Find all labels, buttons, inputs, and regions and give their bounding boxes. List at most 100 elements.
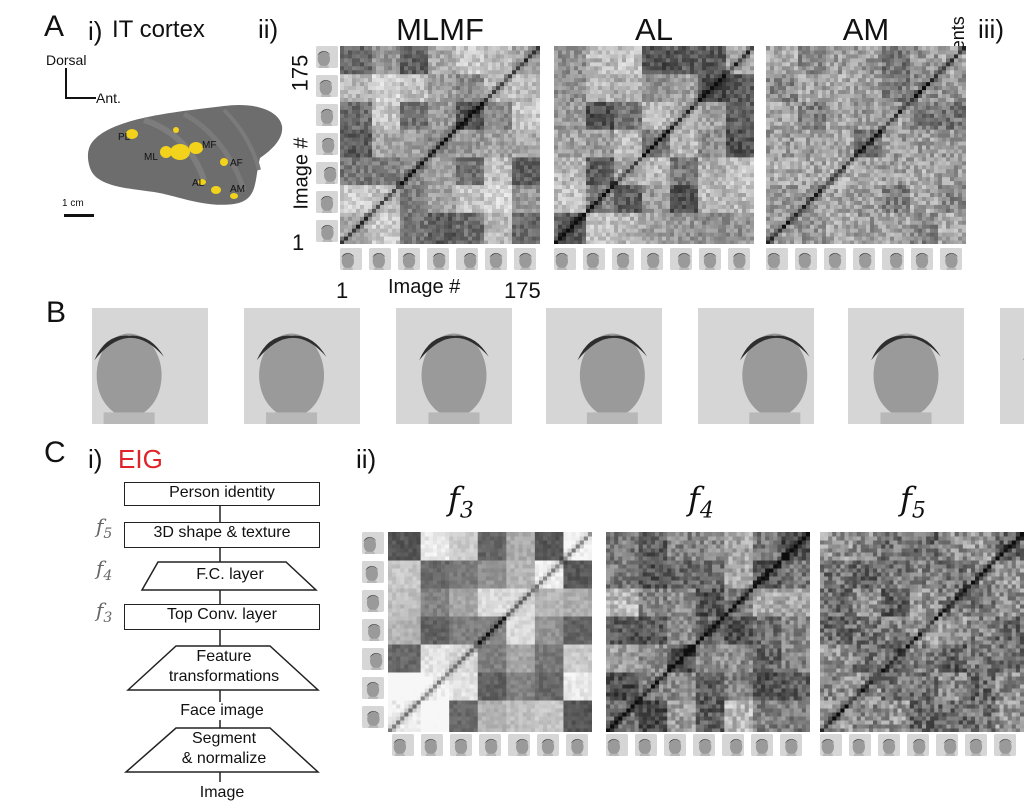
panel-a-letter: A bbox=[44, 10, 65, 43]
box-top-conv-layer: Top Conv. layer bbox=[124, 604, 320, 630]
face-thumbnail bbox=[392, 734, 414, 756]
patch-labels: PL ML MF AF AL AM bbox=[84, 100, 284, 210]
panel-a-iii-label: iii) bbox=[978, 14, 1004, 44]
x-thumb-strip-f4 bbox=[606, 734, 806, 758]
face-thumbnail bbox=[635, 734, 657, 756]
box-fc-layer: F.C. layer bbox=[196, 566, 264, 583]
matrix-f5 bbox=[820, 532, 1024, 732]
face-thumbnail bbox=[362, 648, 384, 670]
x-thumb-strip-am bbox=[766, 248, 966, 272]
face-view-image bbox=[848, 308, 964, 424]
side-label-f3: f3 bbox=[96, 598, 113, 626]
x-thumb-strip-mlmf bbox=[340, 248, 540, 272]
x-thumb-strip-al bbox=[554, 248, 754, 272]
face-thumbnail bbox=[316, 46, 338, 68]
face-thumbnail bbox=[508, 734, 530, 756]
matrix-f3 bbox=[388, 532, 592, 732]
matrix-f4 bbox=[606, 532, 810, 732]
eig-title: EIG bbox=[118, 444, 163, 474]
scale-bar-label: 1 cm bbox=[62, 198, 84, 209]
face-thumbnail bbox=[316, 191, 338, 213]
patch-label-am: AM bbox=[230, 184, 245, 195]
face-thumbnail bbox=[566, 734, 588, 756]
face-view-image bbox=[1000, 308, 1024, 424]
face-thumbnail bbox=[878, 734, 900, 756]
panel-c-i-label: i) bbox=[88, 444, 103, 474]
face-thumbnail bbox=[340, 248, 362, 270]
matrix-title-al: AL bbox=[635, 12, 673, 47]
box-feature-2: transformations bbox=[168, 668, 280, 685]
face-thumbnail bbox=[362, 561, 384, 583]
face-thumbnail bbox=[766, 248, 788, 270]
x-thumb-strip-f3 bbox=[392, 734, 592, 758]
face-thumbnail bbox=[795, 248, 817, 270]
patch-label-af: AF bbox=[230, 158, 243, 169]
face-thumbnail bbox=[316, 133, 338, 155]
matrix-title-f3: f3 bbox=[448, 480, 474, 524]
matrix-al bbox=[554, 46, 754, 244]
face-row bbox=[0, 308, 1024, 426]
face-thumbnail bbox=[612, 248, 634, 270]
box-feature-1: Feature bbox=[196, 648, 252, 665]
face-thumbnail bbox=[751, 734, 773, 756]
face-thumbnail bbox=[362, 590, 384, 612]
face-thumbnail bbox=[699, 248, 721, 270]
face-thumbnail bbox=[820, 734, 842, 756]
face-thumbnail bbox=[362, 532, 384, 554]
x-thumb-strip-f5 bbox=[820, 734, 1020, 758]
face-thumbnail bbox=[940, 248, 962, 270]
face-thumbnail bbox=[554, 248, 576, 270]
y-axis-bottom: 1 bbox=[292, 230, 305, 255]
face-thumbnail bbox=[965, 734, 987, 756]
matrix-title-f5: f5 bbox=[900, 480, 926, 524]
scale-bar bbox=[64, 214, 94, 217]
face-thumbnail bbox=[456, 248, 478, 270]
panel-a-ii-label: ii) bbox=[258, 14, 279, 44]
matrix-am bbox=[766, 46, 966, 244]
face-thumbnail bbox=[641, 248, 663, 270]
face-thumbnail bbox=[398, 248, 420, 270]
face-thumbnail bbox=[421, 734, 443, 756]
orientation-ant: Ant. bbox=[96, 90, 121, 106]
panel-a-i-label: i) bbox=[88, 16, 103, 46]
box-3d-shape-texture: 3D shape & texture bbox=[124, 522, 320, 548]
face-thumbnail bbox=[882, 248, 904, 270]
label-image: Image bbox=[199, 784, 245, 801]
x-axis-label: Image # bbox=[388, 276, 461, 298]
face-thumbnail bbox=[479, 734, 501, 756]
face-view-image bbox=[396, 308, 512, 424]
face-thumbnail bbox=[369, 248, 391, 270]
face-thumbnail bbox=[849, 734, 871, 756]
face-thumbnail bbox=[537, 734, 559, 756]
face-thumbnail bbox=[485, 248, 507, 270]
box-segment-1: Segment bbox=[191, 730, 257, 747]
face-thumbnail bbox=[693, 734, 715, 756]
face-view-image bbox=[92, 308, 208, 424]
face-view-image bbox=[698, 308, 814, 424]
face-thumbnail bbox=[362, 619, 384, 641]
face-view-image bbox=[244, 308, 360, 424]
side-label-f4: f4 bbox=[96, 556, 113, 584]
face-thumbnail bbox=[664, 734, 686, 756]
patch-label-mf: MF bbox=[202, 140, 217, 151]
panel-c-ii-label: ii) bbox=[356, 444, 377, 474]
face-thumbnail bbox=[316, 75, 338, 97]
matrix-title-am: AM bbox=[842, 12, 890, 47]
face-thumbnail bbox=[316, 104, 338, 126]
y-thumb-strip-c bbox=[362, 532, 384, 730]
brain-surface-image bbox=[87, 104, 283, 205]
face-thumbnail bbox=[316, 162, 338, 184]
box-person-identity: Person identity bbox=[124, 482, 320, 506]
patch-label-ml: ML bbox=[144, 152, 158, 163]
face-thumbnail bbox=[907, 734, 929, 756]
face-thumbnail bbox=[670, 248, 692, 270]
label-face-image: Face image bbox=[180, 702, 264, 719]
face-thumbnail bbox=[936, 734, 958, 756]
panel-b-letter: B bbox=[46, 296, 67, 329]
face-thumbnail bbox=[514, 248, 536, 270]
face-thumbnail bbox=[362, 706, 384, 728]
face-thumbnail bbox=[362, 677, 384, 699]
face-thumbnail bbox=[853, 248, 875, 270]
face-thumbnail bbox=[911, 248, 933, 270]
face-thumbnail bbox=[450, 734, 472, 756]
